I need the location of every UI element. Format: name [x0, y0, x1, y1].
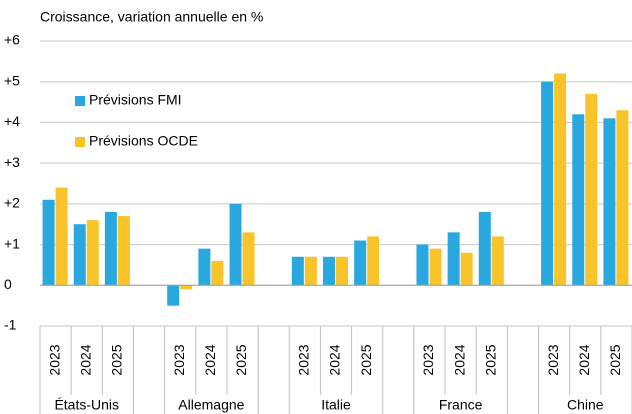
x-tick-label: 2023: [171, 344, 187, 375]
bar: [86, 220, 99, 286]
bar: [242, 232, 255, 286]
x-tick-label: 2025: [358, 344, 374, 375]
y-tick-label: +6: [4, 32, 20, 48]
x-tick-label: 2023: [545, 344, 561, 375]
bar: [180, 285, 193, 290]
legend-label: Prévisions OCDE: [89, 133, 198, 149]
y-tick-label: +5: [4, 72, 20, 88]
bar: [304, 256, 317, 286]
bar: [572, 114, 585, 286]
bar: [585, 93, 598, 286]
y-tick-label: +3: [4, 154, 20, 170]
bar: [416, 244, 429, 286]
bar: [323, 256, 335, 286]
bar: [478, 212, 491, 286]
legend-label: Prévisions FMI: [89, 92, 182, 108]
x-tick-label: 2023: [296, 344, 312, 375]
bar: [541, 81, 554, 286]
bar: [554, 73, 567, 286]
y-tick-label: -1: [4, 317, 17, 333]
bar: [460, 252, 473, 286]
group-label: Allemagne: [178, 397, 244, 413]
bar: [104, 212, 117, 286]
legend-swatch: [75, 96, 85, 106]
x-tick-label: 2024: [327, 344, 343, 375]
group-label: Chine: [567, 397, 604, 413]
chart-title: Croissance, variation annuelle en %: [40, 9, 263, 25]
x-tick-label: 2024: [451, 344, 467, 375]
x-tick-label: 2025: [482, 344, 498, 375]
x-tick-label: 2023: [46, 344, 62, 375]
x-tick-label: 2025: [109, 344, 125, 375]
x-tick-label: 2025: [233, 344, 249, 375]
bar: [167, 285, 180, 306]
legend-swatch: [75, 137, 85, 147]
bar: [429, 248, 442, 286]
bar: [367, 236, 380, 286]
bar: [447, 232, 460, 286]
bar: [55, 187, 68, 286]
bar: [117, 216, 130, 286]
bar: [291, 256, 304, 286]
y-tick-label: +4: [4, 113, 20, 129]
bar: [491, 236, 504, 286]
x-tick-label: 2024: [576, 344, 592, 375]
group-label: Italie: [321, 397, 351, 413]
y-tick-label: +2: [4, 195, 20, 211]
bar: [336, 256, 348, 286]
group-label: États-Unis: [54, 397, 119, 413]
bar: [603, 118, 616, 286]
x-tick-label: 2025: [607, 344, 623, 375]
x-tick-label: 2023: [420, 344, 436, 375]
bar: [73, 224, 86, 286]
y-tick-label: +1: [4, 235, 20, 251]
y-tick-label: 0: [4, 276, 12, 292]
bar: [198, 248, 211, 286]
bar: [211, 260, 224, 286]
bar: [354, 240, 367, 286]
x-tick-label: 2024: [202, 344, 218, 375]
bar: [616, 110, 629, 286]
bar: [42, 199, 55, 286]
group-label: France: [439, 397, 483, 413]
bar: [229, 203, 242, 286]
x-tick-label: 2024: [77, 344, 93, 375]
